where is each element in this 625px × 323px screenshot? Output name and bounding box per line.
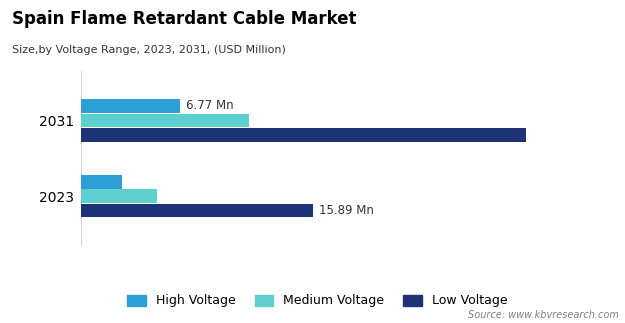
Bar — [81, 189, 157, 203]
Legend: High Voltage, Medium Voltage, Low Voltage: High Voltage, Medium Voltage, Low Voltag… — [122, 289, 512, 312]
Text: Spain Flame Retardant Cable Market: Spain Flame Retardant Cable Market — [12, 10, 357, 28]
Bar — [81, 128, 526, 141]
Bar — [81, 99, 180, 113]
Bar — [81, 175, 122, 189]
Bar — [81, 113, 249, 127]
Text: Size,by Voltage Range, 2023, 2031, (USD Million): Size,by Voltage Range, 2023, 2031, (USD … — [12, 45, 286, 55]
Text: 15.89 Mn: 15.89 Mn — [319, 204, 374, 217]
Text: Source: www.kbvresearch.com: Source: www.kbvresearch.com — [468, 310, 619, 320]
Text: 6.77 Mn: 6.77 Mn — [186, 99, 234, 112]
Bar — [81, 204, 313, 217]
